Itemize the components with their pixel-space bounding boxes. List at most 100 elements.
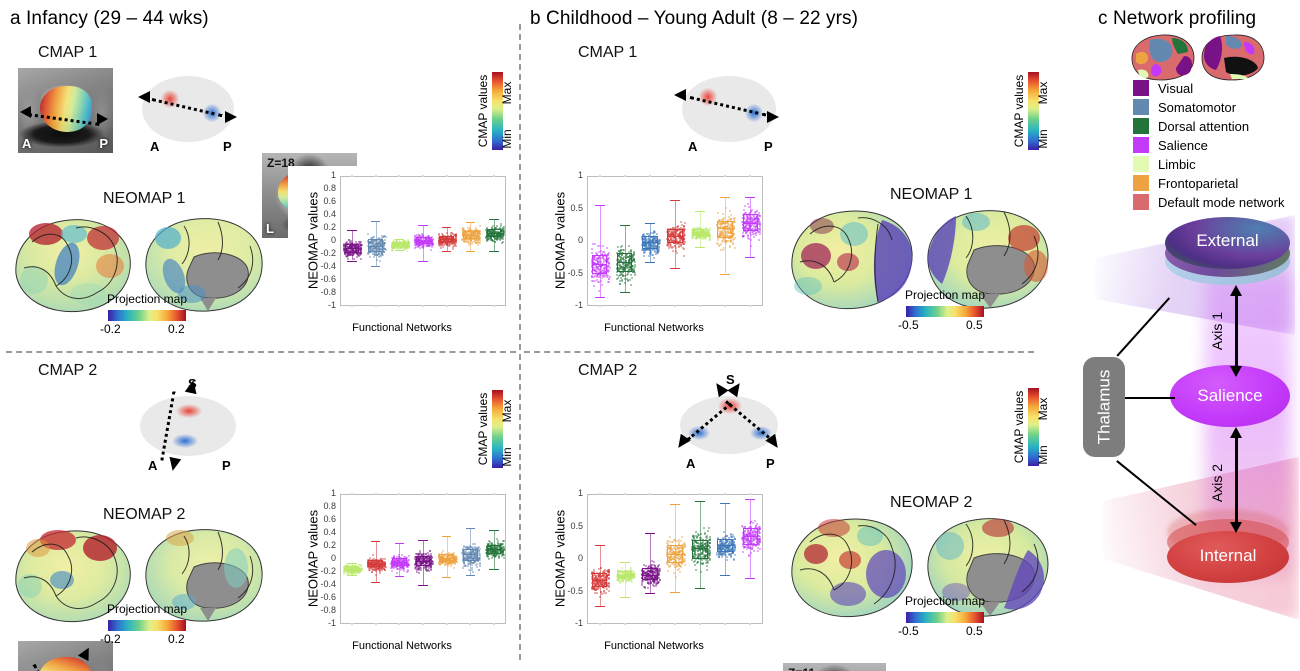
chart-scatter-point <box>607 269 610 272</box>
chart-a-neomap1[interactable]: -1 -0.8 -0.6 -0.4 -0.2 0 0.2 0.4 0.6 0.8 1 NEOMAP v… <box>288 166 516 346</box>
chart-scatter-point <box>352 245 355 248</box>
chart-scatter-point <box>348 251 351 254</box>
chart-scatter-point <box>355 240 358 243</box>
chart-scatter-point <box>408 245 411 248</box>
chart-scatter-point <box>417 238 420 241</box>
chart-box[interactable] <box>717 220 734 239</box>
chart-scatter-point <box>607 281 610 284</box>
chart-scatter-point <box>349 244 352 247</box>
chart-scatter-point <box>462 226 465 229</box>
chart-scatter-point <box>390 569 393 572</box>
panel-b-cmap1-colorbar: CMAP values Max Min <box>1004 68 1052 153</box>
chart-scatter-point <box>442 549 445 552</box>
chart-scatter-point <box>359 245 362 248</box>
chart-scatter-point <box>353 257 356 260</box>
chart-scatter-point <box>591 247 594 250</box>
chart-scatter-point <box>683 221 686 224</box>
chart-scatter-point <box>424 237 427 240</box>
chart-scatter-point <box>381 253 384 256</box>
panel-a-neomap1-surface-lateral <box>10 212 135 317</box>
chart-box-median <box>717 228 734 229</box>
chart-scatter-point <box>398 242 401 245</box>
chart-scatter-point <box>473 542 476 545</box>
chart-scatter-point <box>605 246 608 249</box>
chart-box[interactable] <box>391 241 407 247</box>
chart-scatter-point <box>402 242 405 245</box>
chart-scatter-point <box>502 548 505 551</box>
panel-a-cmap1-sagittal: A P <box>18 68 113 153</box>
chart-scatter-point <box>438 241 441 244</box>
chart-scatter-point <box>380 236 383 239</box>
chart-box-whisker-cap <box>465 250 476 252</box>
chart-b-neomap1[interactable]: -1 -0.5 0 0.5 1 NEOMAP values Functional Netwo… <box>535 166 773 346</box>
chart-scatter-point <box>451 246 454 249</box>
chart-scatter-point <box>401 246 404 249</box>
chart-scatter-point <box>358 247 361 250</box>
chart-scatter-point <box>406 244 409 247</box>
chart-grid-marker <box>445 623 448 625</box>
chart-scatter-point <box>420 243 423 246</box>
chart-box-whisker <box>599 205 601 297</box>
chart-scatter-point <box>477 237 479 240</box>
chart-scatter-point <box>378 240 381 243</box>
chart-scatter-point <box>477 229 480 232</box>
chart-scatter-point <box>477 244 480 247</box>
chart-scatter-point <box>479 235 482 238</box>
chart-y-tick-label: 0.2 <box>323 222 336 232</box>
chart-scatter-point <box>359 241 362 244</box>
chart-scatter-point <box>444 234 447 237</box>
chart-box-whisker-cap <box>418 585 428 586</box>
chart-scatter-point <box>379 245 382 248</box>
chart-scatter-point <box>359 248 362 251</box>
chart-scatter-point <box>376 245 379 248</box>
chart-scatter-point <box>708 238 711 241</box>
chart-scatter-point <box>349 245 352 248</box>
chart-scatter-point <box>354 250 357 253</box>
chart-scatter-point <box>468 229 471 232</box>
z-slice-label: Z=11 <box>788 666 815 671</box>
chart-box-whisker <box>446 226 448 251</box>
chart-scatter-point <box>602 274 605 277</box>
chart-scatter-point <box>425 239 428 242</box>
chart-grid-marker <box>598 305 601 307</box>
label-posterior: P <box>99 136 108 151</box>
chart-scatter-point <box>475 232 477 235</box>
chart-scatter-point <box>605 273 608 276</box>
chart-scatter-point <box>429 248 432 251</box>
chart-scatter-point <box>447 237 450 240</box>
chart-scatter-point <box>426 244 429 247</box>
chart-scatter-point <box>421 234 424 237</box>
chart-grid-marker <box>422 175 424 177</box>
chart-scatter-point <box>359 252 362 255</box>
chart-scatter-point <box>390 249 393 252</box>
chart-scatter-point <box>440 239 443 242</box>
chart-grid-marker <box>623 305 626 307</box>
chart-scatter-point <box>419 246 422 249</box>
chart-scatter-point <box>376 248 379 251</box>
chart-scatter-point <box>465 238 468 241</box>
chart-scatter-point <box>477 239 480 242</box>
chart-scatter-point <box>353 245 356 248</box>
chart-scatter-point <box>463 560 466 563</box>
chart-scatter-point <box>681 242 684 245</box>
chart-scatter-point <box>369 240 372 243</box>
chart-grid-marker <box>469 175 472 177</box>
chart-scatter-point <box>461 228 464 231</box>
chart-scatter-point <box>378 244 381 247</box>
chart-scatter-point <box>353 249 356 252</box>
chart-box-whisker-cap <box>394 250 404 252</box>
chart-grid-marker <box>350 305 353 307</box>
chart-box-whisker-cap <box>394 575 404 577</box>
chart-grid-marker <box>445 493 448 495</box>
chart-box[interactable] <box>415 237 431 245</box>
chart-scatter-point <box>447 242 450 245</box>
chart-box-whisker-cap <box>644 262 655 264</box>
chart-scatter-point <box>384 241 387 244</box>
chart-scatter-point <box>344 246 347 249</box>
chart-scatter-point <box>442 236 444 239</box>
chart-scatter-point <box>405 570 408 573</box>
colorbar-min-label: Min <box>1036 129 1050 149</box>
chart-a-neomap2[interactable]: -1 -0.8 -0.6 -0.4 -0.2 0 0.2 0.4 0.6 0.8 1 NEOMAP v… <box>288 484 516 664</box>
chart-scatter-point <box>384 248 386 251</box>
chart-box-whisker-cap <box>370 220 381 222</box>
